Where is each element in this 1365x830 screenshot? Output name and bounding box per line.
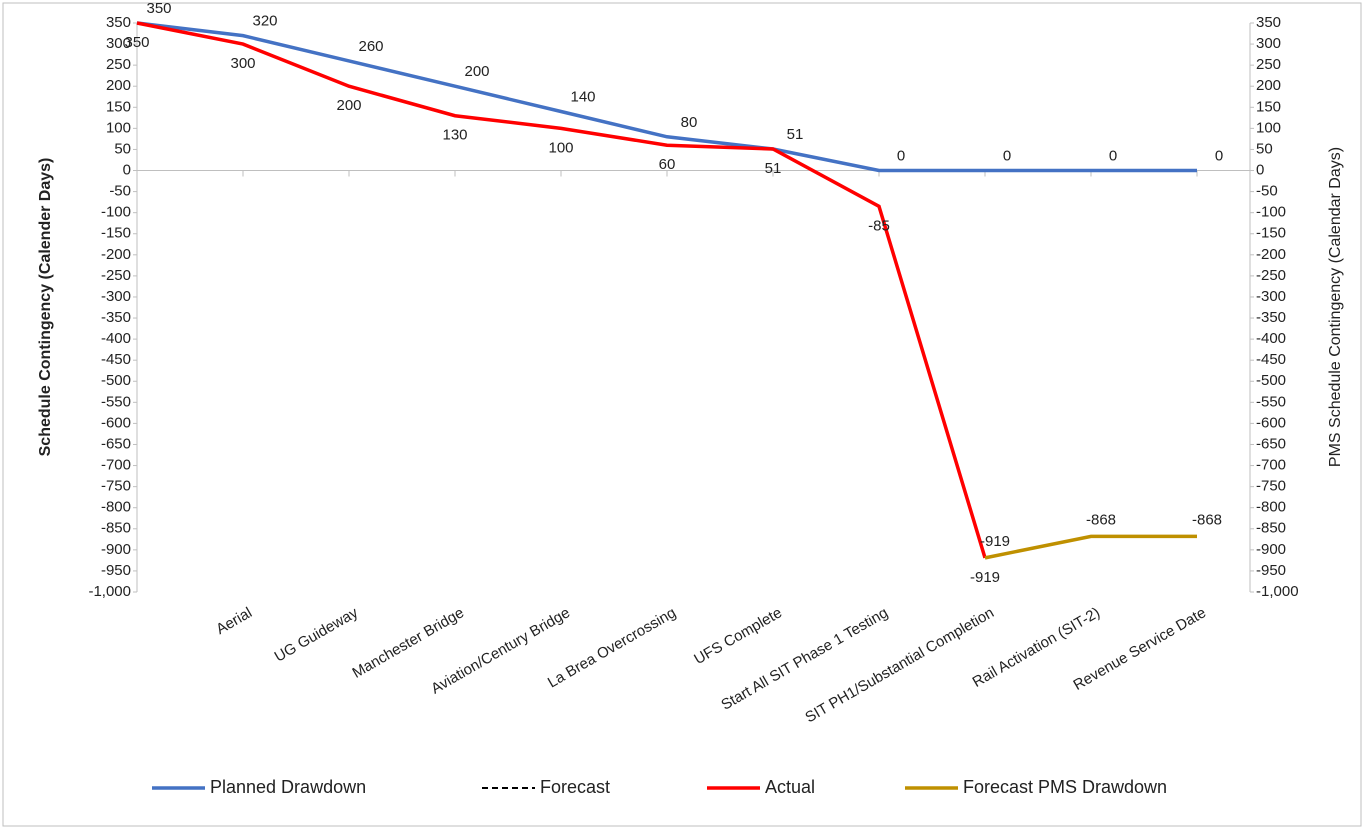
y2-tick-label: -500: [1256, 372, 1286, 389]
data-label: -919: [970, 569, 1000, 586]
y2-tick-label: -450: [1256, 351, 1286, 368]
data-label: 100: [548, 139, 573, 156]
data-label: -919: [980, 533, 1010, 550]
y2-tick-label: 350: [1256, 14, 1281, 31]
y2-tick-label: -800: [1256, 499, 1286, 516]
y-tick-label: 50: [114, 140, 131, 157]
y2-tick-label: -250: [1256, 267, 1286, 284]
y-tick-label: -50: [109, 183, 131, 200]
y2-tick-label: 0: [1256, 161, 1264, 178]
y-tick-label: -300: [101, 288, 131, 305]
y-tick-label: -700: [101, 457, 131, 474]
data-label: 140: [570, 88, 595, 105]
y2-tick-label: -200: [1256, 246, 1286, 263]
y-tick-label: 200: [106, 77, 131, 94]
y-tick-label: -600: [101, 414, 131, 431]
y-tick-label: -550: [101, 393, 131, 410]
data-label: 350: [124, 34, 149, 51]
y2-tick-label: 250: [1256, 56, 1281, 73]
data-label: 130: [442, 127, 467, 144]
y2-tick-label: -600: [1256, 414, 1286, 431]
y2-tick-label: -950: [1256, 562, 1286, 579]
data-label: 0: [897, 147, 905, 164]
y-tick-label: -950: [101, 562, 131, 579]
y2-tick-label: 50: [1256, 140, 1273, 157]
y2-tick-label: 100: [1256, 119, 1281, 136]
data-label: 51: [765, 160, 782, 177]
y2-tick-label: -550: [1256, 393, 1286, 410]
y-tick-label: -450: [101, 351, 131, 368]
data-label: 350: [146, 0, 171, 17]
y2-tick-label: -100: [1256, 204, 1286, 221]
y-tick-label: -100: [101, 204, 131, 221]
series-line: [136, 21, 987, 559]
y-tick-label: -650: [101, 435, 131, 452]
y-tick-label: 150: [106, 98, 131, 115]
y-tick-label: -200: [101, 246, 131, 263]
data-label: 51: [787, 126, 804, 143]
data-label: 80: [681, 114, 698, 131]
y2-tick-label: -650: [1256, 435, 1286, 452]
legend-label: Forecast PMS Drawdown: [963, 777, 1167, 797]
y2-tick-label: -900: [1256, 541, 1286, 558]
y-tick-label: -1,000: [88, 583, 131, 600]
y2-tick-label: -850: [1256, 520, 1286, 537]
y2-tick-label: 200: [1256, 77, 1281, 94]
y2-tick-label: -1,000: [1256, 583, 1299, 600]
y2-tick-label: 300: [1256, 35, 1281, 52]
y-tick-label: 250: [106, 56, 131, 73]
data-label: 0: [1003, 147, 1011, 164]
legend-label: Actual: [765, 777, 815, 797]
data-label: 0: [1215, 147, 1223, 164]
data-label: -85: [868, 217, 890, 234]
y2-tick-label: -400: [1256, 330, 1286, 347]
legend-label: Forecast: [540, 777, 610, 797]
data-label: 200: [464, 63, 489, 80]
y2-tick-label: -300: [1256, 288, 1286, 305]
data-label: 60: [659, 156, 676, 173]
y-tick-label: -900: [101, 541, 131, 558]
y2-tick-label: -50: [1256, 183, 1278, 200]
y-tick-label: 100: [106, 119, 131, 136]
data-label: 200: [336, 97, 361, 114]
y-tick-label: -800: [101, 499, 131, 516]
data-label: 320: [252, 13, 277, 30]
data-label: -868: [1192, 511, 1222, 528]
y-tick-label: -250: [101, 267, 131, 284]
series-line: [136, 21, 1197, 173]
y-axis-title: Schedule Contingency (Calender Days): [37, 158, 54, 457]
data-label: 300: [230, 55, 255, 72]
data-label: 0: [1109, 147, 1117, 164]
legend-label: Planned Drawdown: [210, 777, 366, 797]
y2-tick-label: 150: [1256, 98, 1281, 115]
y-tick-label: 350: [106, 14, 131, 31]
data-label: 260: [358, 38, 383, 55]
y-tick-label: 300: [106, 35, 131, 52]
y-tick-label: -500: [101, 372, 131, 389]
y2-tick-label: -150: [1256, 225, 1286, 242]
y-tick-label: -400: [101, 330, 131, 347]
y-tick-label: -150: [101, 225, 131, 242]
y2-tick-label: -750: [1256, 478, 1286, 495]
y-tick-label: 0: [123, 161, 131, 178]
series-line: [984, 534, 1197, 560]
y-tick-label: -850: [101, 520, 131, 537]
y2-tick-label: -700: [1256, 457, 1286, 474]
y2-axis-title: PMS Schedule Contingency (Calendar Days): [1327, 147, 1344, 467]
data-label: -868: [1086, 511, 1116, 528]
y2-tick-label: -350: [1256, 309, 1286, 326]
y-tick-label: -350: [101, 309, 131, 326]
y-tick-label: -750: [101, 478, 131, 495]
